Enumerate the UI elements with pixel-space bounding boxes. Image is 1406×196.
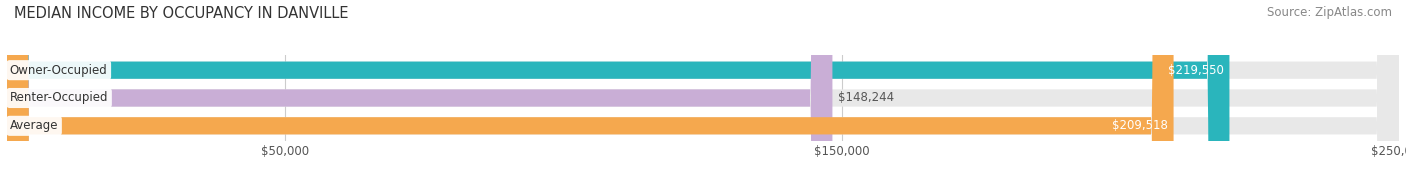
FancyBboxPatch shape (7, 0, 1399, 196)
FancyBboxPatch shape (7, 0, 1399, 196)
Text: MEDIAN INCOME BY OCCUPANCY IN DANVILLE: MEDIAN INCOME BY OCCUPANCY IN DANVILLE (14, 6, 349, 21)
FancyBboxPatch shape (7, 0, 832, 196)
Text: Owner-Occupied: Owner-Occupied (10, 64, 108, 77)
FancyBboxPatch shape (7, 0, 1229, 196)
Text: $148,244: $148,244 (838, 92, 894, 104)
Text: $209,518: $209,518 (1112, 119, 1168, 132)
FancyBboxPatch shape (7, 0, 1174, 196)
Text: $219,550: $219,550 (1168, 64, 1223, 77)
FancyBboxPatch shape (7, 0, 1399, 196)
Text: Average: Average (10, 119, 58, 132)
Text: Renter-Occupied: Renter-Occupied (10, 92, 108, 104)
Text: Source: ZipAtlas.com: Source: ZipAtlas.com (1267, 6, 1392, 19)
